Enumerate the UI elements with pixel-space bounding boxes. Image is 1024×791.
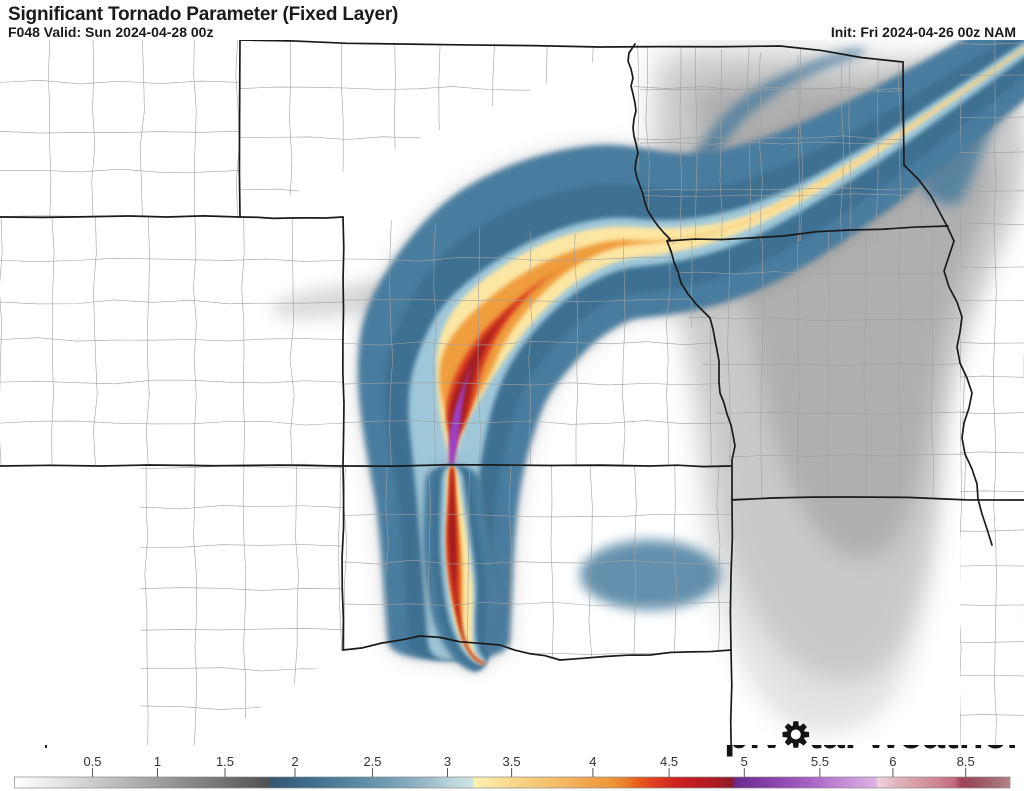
svg-text:3: 3	[444, 754, 451, 769]
svg-text:8.5: 8.5	[957, 754, 975, 769]
svg-text:5: 5	[741, 754, 748, 769]
svg-text:4: 4	[589, 754, 596, 769]
svg-text:1.5: 1.5	[216, 754, 234, 769]
svg-text:0.5: 0.5	[83, 754, 101, 769]
svg-text:6: 6	[889, 754, 896, 769]
svg-text:3.5: 3.5	[503, 754, 521, 769]
svg-text:2.5: 2.5	[363, 754, 381, 769]
svg-text:2: 2	[291, 754, 298, 769]
svg-text:1: 1	[154, 754, 161, 769]
svg-text:5.5: 5.5	[811, 754, 829, 769]
svg-text:4.5: 4.5	[660, 754, 678, 769]
